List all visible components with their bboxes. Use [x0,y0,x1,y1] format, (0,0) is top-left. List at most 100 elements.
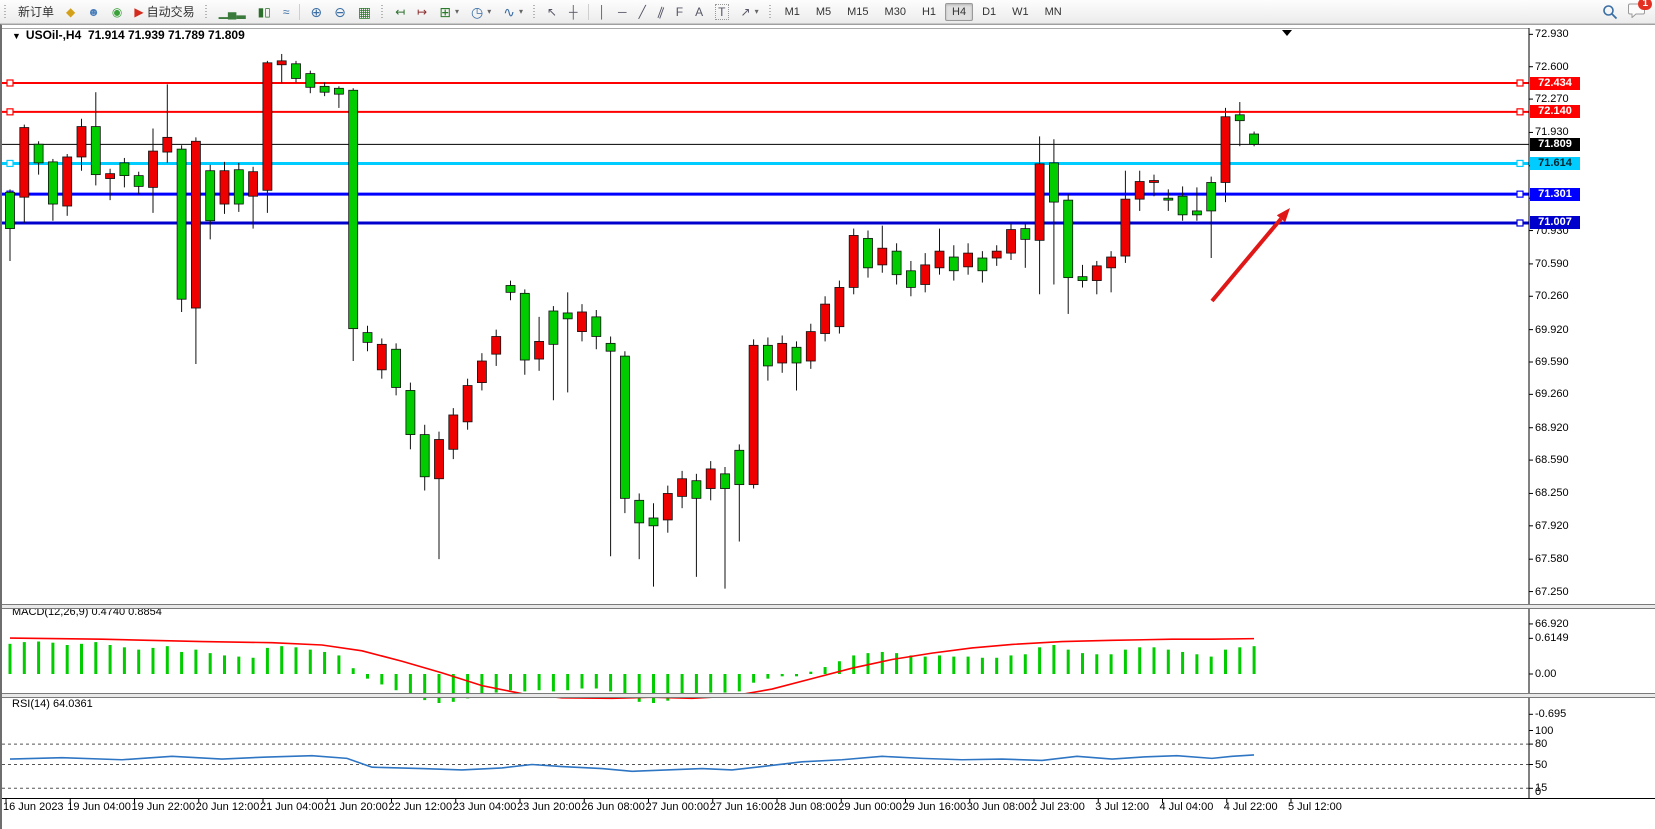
time-label: 19 Jun 04:00 [67,801,131,813]
hline-71.301[interactable] [2,190,1529,198]
indicators-icon: ∿ [503,3,515,20]
timeframe-h1[interactable]: H1 [921,5,937,18]
candle-60 [863,230,873,278]
hline-71.614[interactable] [2,159,1529,168]
timeframe-h4[interactable]: H4 [945,2,974,21]
zoom-out-icon: ⊖ [334,3,346,20]
candle-4 [62,154,73,216]
price-tick-72.600: 72.600 [1535,60,1569,73]
candle-43 [620,351,630,514]
candle-1 [19,124,30,223]
new-order-button[interactable]: 新订单 [18,5,55,19]
new-chart-button[interactable]: ⊞ ▾ [433,1,465,23]
timeframe-d1[interactable]: D1 [982,5,997,18]
line-chart-icon: ≈ [282,4,290,19]
fibonacci-icon: F [675,4,684,19]
rsi-axis-label: 15 [1535,782,1548,795]
toolbar-grip [4,4,8,19]
fibonacci-tool-button[interactable]: F [670,1,689,23]
candle-84 [1206,176,1217,259]
chart-window[interactable]: ▼ USOil-,H4 71.914 71.939 71.789 71.809 M… [0,24,1655,829]
zoom-out-button[interactable]: ⊖ [328,1,352,23]
candle-28 [405,382,416,450]
macd-axis-label: -0.695 [1535,708,1567,721]
timeframe-m1[interactable]: M1 [784,5,800,18]
label-tool-button[interactable]: T [709,1,734,23]
candle-83 [1192,187,1202,221]
time-label: 2 Jul 23:00 [1031,801,1085,813]
scroll-end-button[interactable]: ↦ [411,1,433,23]
timeframe-mn[interactable]: MN [1044,5,1062,18]
channel-icon: ∥ [655,3,667,20]
candle-56 [805,323,816,369]
trader-icon: ☻ [87,4,100,19]
line-chart-button[interactable]: ≈ [277,1,296,23]
candle-29 [419,424,430,491]
panel-splitter[interactable] [2,604,1655,609]
text-tool-button[interactable]: A [689,1,709,23]
toolbar-separator [299,3,301,20]
candle-79 [1134,170,1145,211]
candle-55 [791,341,802,391]
hline-72.434[interactable] [2,79,1529,87]
annotation-arrow[interactable] [1210,208,1290,303]
candle-11 [162,84,173,163]
channel-tool-button[interactable]: ∥ [652,1,670,23]
timeframe-m15[interactable]: M15 [847,5,869,18]
candle-64 [920,253,931,293]
candle-66 [948,245,959,281]
candle-6 [90,92,101,186]
notifications-button[interactable]: 1 [1628,0,1652,21]
candle-72 [1034,136,1045,295]
candlestick-button[interactable]: ▮▯ [252,1,277,23]
panel-splitter[interactable] [2,693,1655,698]
zoom-in-button[interactable]: ⊕ [304,1,328,23]
scroll-start-button[interactable]: ↤ [389,1,411,23]
crosshair-button[interactable]: ┼ [563,1,584,23]
vline-tool-button[interactable]: │ [593,1,613,23]
macd-axis-label: 0.6149 [1535,632,1569,645]
candle-82 [1177,186,1188,221]
indicators-button[interactable]: ∿ ▾ [497,1,529,23]
symbol-label: USOil-,H4 [25,28,82,42]
search-icon[interactable] [1602,4,1618,20]
hline-72.14[interactable] [2,108,1529,116]
hline-tool-button[interactable]: ─ [612,1,633,23]
timeframe-w1[interactable]: W1 [1012,5,1029,18]
tile-windows-button[interactable]: ▦ [352,1,377,23]
candle-74 [1063,194,1074,314]
bar-chart-button[interactable]: ▁▄▂ [213,1,252,23]
time-label: 5 Jul 12:00 [1288,801,1342,813]
price-tick-72.930: 72.930 [1535,28,1569,41]
dropdown-triangle-icon[interactable]: ▼ [12,31,21,41]
signal-button[interactable]: ◉ [106,1,128,23]
time-label: 30 Jun 08:00 [966,801,1031,813]
autotrade-button[interactable]: ▶ 自动交易 [134,4,195,20]
candle-44 [634,493,645,560]
price-badge-71.809: 71.809 [1530,137,1580,151]
hline-71.007[interactable] [2,219,1529,227]
timeframe-m30[interactable]: M30 [884,5,906,18]
arrows-tool-button[interactable]: ↗ ▾ [735,1,765,23]
toolbar-separator [587,3,589,20]
cursor-button[interactable]: ↖ [541,1,563,23]
time-label: 4 Jul 22:00 [1223,801,1278,813]
time-label: 20 Jun 12:00 [195,801,260,813]
price-badge-71.007: 71.007 [1530,216,1580,230]
horizontal-lines [2,79,1529,227]
trendline-tool-button[interactable]: ╱ [633,1,652,23]
timeframe-m5[interactable]: M5 [815,5,832,18]
chevron-down-icon: ▾ [518,7,523,16]
hline-icon: ─ [618,4,627,19]
candle-85 [1220,107,1231,203]
price-tick-69.920: 69.920 [1535,323,1569,336]
candle-75 [1077,264,1088,288]
gold-coin-button[interactable]: ◆ [60,1,81,23]
trader-button[interactable]: ☻ [81,1,106,23]
candle-63 [906,260,916,297]
candle-35 [505,280,516,301]
candle-58 [834,280,845,334]
period-button[interactable]: ◷ ▾ [465,1,497,23]
candle-38 [548,306,559,401]
